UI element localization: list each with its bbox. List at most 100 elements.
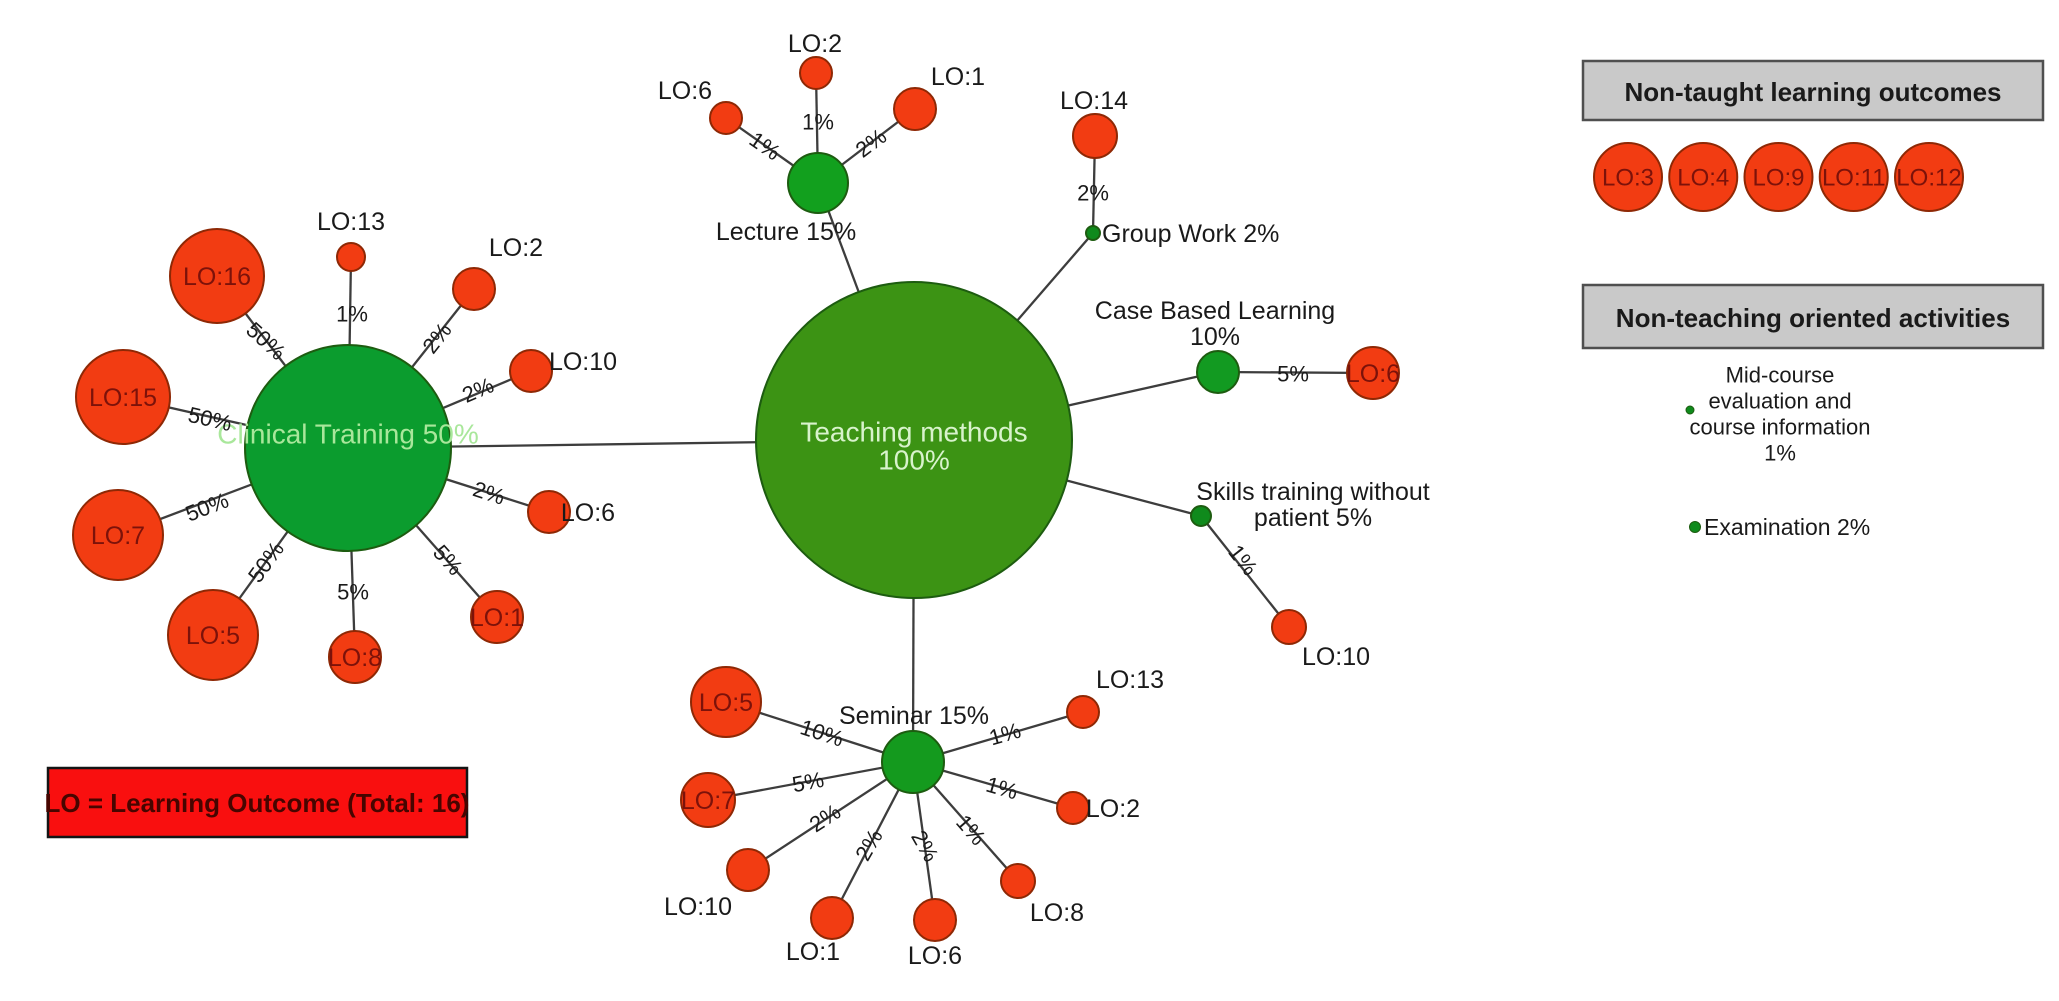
node-m6-circle: [913, 898, 957, 942]
edge-seminar-m10-line: [747, 761, 914, 871]
node-l2-circle: [799, 56, 833, 90]
legend-outcome-lo4-circle: [1668, 142, 1739, 212]
legend-outcome-lo3-label: LO:3: [1602, 165, 1654, 192]
mid-course-label-line-0: Mid-course: [1726, 363, 1835, 388]
legend-outcome-lo4-label: LO:4: [1677, 165, 1729, 192]
node-c16-circle: [169, 228, 265, 324]
node-b6-circle: [1346, 346, 1400, 400]
node-l1-label: LO:1: [931, 63, 985, 91]
node-cbl-label-1: 10%: [1190, 323, 1240, 351]
mid-course-dot: [1685, 405, 1695, 415]
edge-clinical-c5-pct-label: 50%: [243, 537, 289, 587]
node-c13-label: LO:13: [317, 208, 385, 236]
legend-outcome-lo9-label: LO:9: [1752, 165, 1804, 192]
node-c13-circle: [336, 242, 366, 272]
node-lecture-circle: [787, 152, 849, 214]
node-l1-circle: [893, 87, 937, 131]
node-c5-label: LO:5: [186, 622, 240, 650]
node-l6-circle: [709, 101, 743, 135]
node-m6-label: LO:6: [908, 942, 962, 970]
node-c8-label: LO:8: [328, 644, 382, 672]
edge-lecture-l6-pct-label: 1%: [745, 127, 785, 166]
edge-clinical-c8-pct-label: 5%: [337, 580, 369, 605]
edge-lecture-l2-pct-label: 1%: [802, 110, 834, 135]
edge-clinical-c7-pct-label: 50%: [182, 487, 232, 526]
node-c7-circle: [72, 489, 164, 581]
node-c1-label: LO:1: [470, 604, 524, 632]
node-c2-circle: [452, 267, 496, 311]
node-c2-label: LO:2: [489, 234, 543, 262]
node-teaching-circle: [755, 281, 1073, 599]
node-seminar-label: Seminar 15%: [839, 702, 989, 730]
node-m8-circle: [1000, 863, 1036, 899]
mid-course-label-line-3: 1%: [1764, 441, 1796, 466]
edge-seminar-m10-pct-label: 2%: [805, 799, 845, 837]
node-c6-label: LO:6: [561, 499, 615, 527]
edge-groupdot-g14-pct-label: 2%: [1077, 181, 1109, 206]
node-l2-label: LO:2: [788, 30, 842, 58]
legend-outcome-lo11-circle: [1818, 142, 1889, 212]
legend-title-non-taught: Non-taught learning outcomes: [1625, 77, 2002, 107]
examination-label: Examination 2%: [1704, 514, 1870, 540]
node-l6-label: LO:6: [658, 77, 712, 105]
edge-seminar-m7-pct-label: 5%: [790, 767, 826, 798]
node-c15-circle: [75, 349, 171, 445]
node-m1-label: LO:1: [786, 938, 840, 966]
node-c7-label: LO:7: [91, 522, 145, 550]
node-m5-circle: [690, 666, 762, 738]
edge-clinical-c10-pct-label: 2%: [458, 372, 497, 407]
edge-clinical-c16-pct-label: 50%: [241, 317, 290, 365]
node-skillsdot-label-1: patient 5%: [1254, 504, 1372, 532]
legend-outcome-lo12-circle: [1894, 142, 1964, 212]
node-s10-label: LO:10: [1302, 643, 1370, 671]
node-skillsdot-circle: [1190, 505, 1212, 527]
node-c1-circle: [470, 590, 524, 644]
legend-outcome-lo3-circle: [1593, 142, 1663, 212]
note-box: [46, 766, 469, 839]
examination-dot: [1689, 521, 1701, 533]
edge-seminar-m13-pct-label: 1%: [986, 718, 1023, 751]
legend-title-non-teaching: Non-teaching oriented activities: [1616, 303, 2010, 333]
node-c6-circle: [527, 490, 571, 534]
node-clinical-circle: [244, 344, 452, 552]
edge-cbl-b6-pct-label: 5%: [1277, 362, 1309, 387]
edge-lecture-l1-pct-label: 2%: [851, 123, 891, 162]
node-teaching-label-0: Teaching methods: [800, 417, 1027, 448]
node-m1-circle: [810, 896, 854, 940]
node-m13-circle: [1066, 695, 1100, 729]
node-m8-label: LO:8: [1030, 899, 1084, 927]
node-g14-label: LO:14: [1060, 87, 1128, 115]
node-m7-label: LO:7: [681, 787, 735, 815]
node-c10-circle: [509, 349, 553, 393]
node-skillsdot-label-0: Skills training without: [1196, 478, 1429, 506]
legend-outcome-lo9-circle: [1743, 142, 1814, 212]
node-lecture-label: Lecture 15%: [716, 218, 856, 246]
node-c15-label: LO:15: [89, 384, 157, 412]
node-m10-label: LO:10: [664, 893, 732, 921]
node-groupdot-circle: [1085, 225, 1101, 241]
node-cbl-circle: [1196, 350, 1240, 394]
node-m10-circle: [726, 848, 770, 892]
note-label: LO = Learning Outcome (Total: 16): [45, 788, 470, 818]
mid-course-label-line-1: evaluation and: [1708, 389, 1851, 414]
node-c16-label: LO:16: [183, 263, 251, 291]
node-m7-circle: [680, 772, 736, 828]
edge-clinical-c13-pct-label: 1%: [336, 302, 368, 327]
node-g14-circle: [1072, 113, 1118, 159]
legend-box-non-teaching: [1581, 283, 2045, 350]
edge-seminar-m1-pct-label: 2%: [850, 825, 888, 865]
legend-outcome-lo12-label: LO:12: [1896, 165, 1961, 192]
legend-outcome-lo11-label: LO:11: [1822, 165, 1886, 192]
node-c10-label: LO:10: [549, 348, 617, 376]
node-cbl-label-0: Case Based Learning: [1095, 297, 1335, 325]
node-c5-circle: [167, 589, 259, 681]
node-m2-circle: [1056, 791, 1090, 825]
legend-box-non-taught: [1581, 59, 2045, 122]
mid-course-label-line-2: course information: [1690, 415, 1871, 440]
node-b6-label: LO:6: [1346, 360, 1400, 388]
node-c8-circle: [328, 630, 382, 684]
edge-seminar-m6-pct-label: 2%: [906, 826, 944, 866]
edge-seminar-m2-pct-label: 1%: [983, 772, 1020, 805]
